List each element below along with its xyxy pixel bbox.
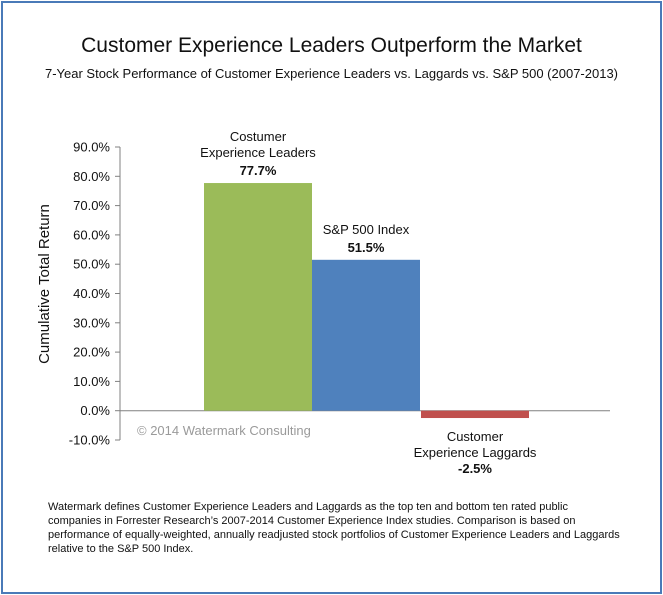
y-tick-label: 40.0% [73,286,110,301]
axes: 90.0% 80.0% 70.0% 60.0% 50.0% 40.0% 30.0% 20.0%… [69,140,610,448]
y-tick-label: 60.0% [73,227,110,242]
chart-subtitle: 7-Year Stock Performance of Customer Exp… [44,66,619,81]
bar-1 [312,259,420,411]
bars [204,183,529,419]
category-label: Costumer [230,129,287,144]
category-label: S&P 500 Index [323,222,410,237]
data-label: 77.7% [240,163,277,178]
data-label: -2.5% [458,461,492,476]
chart-title: Customer Experience Leaders Outperform t… [81,34,582,57]
y-tick-label: 80.0% [73,169,110,184]
watermark: © 2014 Watermark Consulting [137,423,311,438]
footnote: Watermark defines Customer Experience Le… [48,501,620,555]
category-label: Customer [447,429,504,444]
y-tick-label: 90.0% [73,140,110,155]
y-tick-label: 50.0% [73,257,110,272]
y-tick-label: 20.0% [73,345,110,360]
category-label: Experience Leaders [200,145,316,160]
bar-2 [421,410,529,419]
y-axis-label: Cumulative Total Return [36,204,53,364]
y-tick-label: 70.0% [73,198,110,213]
category-label: Experience Laggards [414,445,537,460]
y-tick-label: -10.0% [69,433,111,448]
y-tick-label: 30.0% [73,315,110,330]
y-tick-label: 0.0% [80,403,110,418]
bar-0 [204,183,312,411]
data-label: 51.5% [348,240,385,255]
y-tick-label: 10.0% [73,374,110,389]
